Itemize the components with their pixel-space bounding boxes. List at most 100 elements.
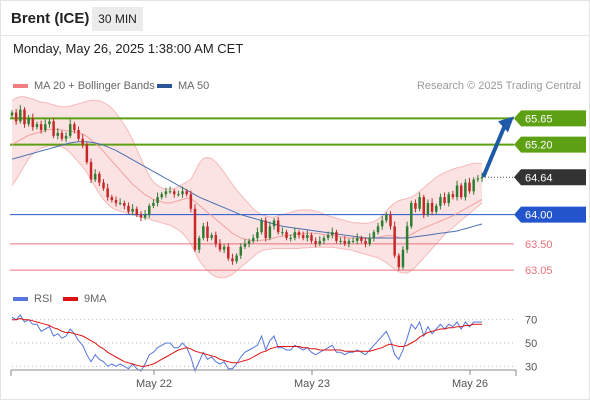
- level-label-64-00: 64.00: [525, 210, 553, 222]
- candle-body: [35, 124, 39, 128]
- candle-body: [260, 220, 263, 233]
- candle-body: [351, 240, 355, 242]
- candle-body: [189, 194, 193, 209]
- candle-body: [206, 226, 209, 238]
- candle-body: [202, 226, 205, 238]
- candle-body: [401, 249, 405, 268]
- candle-body: [397, 255, 401, 268]
- legend-bollinger-swatch: [13, 84, 28, 89]
- candle-body: [380, 220, 384, 227]
- candle-body: [476, 178, 480, 180]
- candle-body: [285, 232, 288, 238]
- candle-body: [301, 235, 305, 238]
- level-label-63-50: 63.50: [525, 239, 553, 251]
- candle-body: [168, 191, 172, 193]
- candle-body: [322, 237, 326, 241]
- candle-body: [268, 226, 272, 238]
- candle-body: [247, 240, 251, 244]
- candle-body: [439, 197, 442, 206]
- x-tick-label: May 23: [294, 378, 330, 390]
- candle-body: [23, 109, 26, 125]
- candle-body: [27, 118, 30, 125]
- candle-body: [131, 208, 134, 212]
- candle-body: [339, 240, 342, 242]
- candle-body: [19, 109, 22, 122]
- candle-body: [393, 226, 396, 256]
- candle-body: [376, 226, 380, 233]
- candle-body: [193, 208, 197, 250]
- legend-bollinger-label: MA 20 + Bollinger Bands: [34, 80, 155, 92]
- legend-ma50: MA 50: [157, 80, 209, 92]
- candle-body: [164, 191, 168, 195]
- legend-rsi: RSI: [13, 293, 52, 305]
- candle-body: [227, 246, 230, 259]
- candle-body: [251, 237, 255, 241]
- candle-body: [85, 144, 89, 163]
- candle-body: [148, 205, 151, 215]
- candle-body: [372, 232, 376, 238]
- candle-body: [243, 243, 247, 247]
- candle-body: [410, 202, 413, 227]
- candle-body: [93, 173, 97, 180]
- candle-body: [48, 121, 51, 125]
- candle-body: [297, 232, 301, 236]
- candle-body: [451, 194, 455, 198]
- candle-body: [310, 235, 313, 241]
- candle-body: [306, 235, 309, 238]
- candle-body: [214, 235, 218, 244]
- candle-body: [60, 132, 64, 139]
- candle-body: [222, 246, 226, 250]
- candle-body: [139, 214, 143, 218]
- candle-body: [160, 194, 163, 198]
- legend-rsi-swatch: [13, 297, 28, 302]
- level-tag-64-64: [514, 169, 586, 186]
- legend-bollinger: MA 20 + Bollinger Bands: [13, 80, 155, 92]
- candle-body: [143, 214, 147, 218]
- candle-body: [39, 124, 43, 131]
- candle-body: [156, 197, 159, 203]
- candle-body: [264, 220, 267, 238]
- candle-body: [331, 232, 334, 236]
- candle-body: [347, 240, 351, 244]
- candle-body: [44, 124, 47, 131]
- candle-body: [210, 235, 213, 238]
- candle-body: [459, 185, 463, 198]
- candle-body: [77, 130, 80, 139]
- level-label-65-20: 65.20: [525, 140, 553, 152]
- candle-body: [430, 202, 434, 212]
- source-credit: Research © 2025 Trading Central: [416, 80, 581, 92]
- legend-ma50-swatch: [157, 84, 172, 89]
- candle-body: [426, 202, 430, 215]
- header-divider: [0, 35, 590, 36]
- candle-body: [102, 182, 105, 189]
- candle-body: [468, 182, 471, 192]
- candle-body: [276, 220, 280, 233]
- candle-body: [123, 202, 126, 206]
- rsi-tick-70: 70: [525, 315, 537, 327]
- candle-body: [14, 112, 18, 122]
- candle-body: [114, 200, 118, 203]
- forecast-arrowhead: [498, 116, 514, 133]
- candle-body: [314, 240, 317, 244]
- candle-body: [98, 173, 101, 183]
- candle-body: [272, 220, 276, 227]
- candle-body: [127, 205, 130, 212]
- level-tag-65-65: [514, 110, 586, 127]
- candle-body: [472, 179, 475, 192]
- candle-body: [455, 185, 459, 198]
- rsi-ma-line: [12, 317, 482, 367]
- candle-body: [172, 191, 176, 195]
- legend-rsi-ma-swatch: [63, 297, 78, 302]
- bollinger-band-area: [12, 96, 482, 278]
- level-tag-64-00: [514, 206, 586, 223]
- interval-button[interactable]: 30 MIN: [92, 7, 143, 31]
- instrument-title: Brent (ICE): [11, 10, 90, 27]
- candle-body: [343, 240, 346, 244]
- rsi-tick-50: 50: [525, 338, 537, 350]
- candle-body: [152, 202, 155, 206]
- candle-body: [52, 121, 55, 136]
- candle-body: [447, 194, 450, 203]
- candle-body: [360, 237, 363, 241]
- candle-body: [135, 208, 139, 215]
- level-tag-65-20: [514, 136, 586, 153]
